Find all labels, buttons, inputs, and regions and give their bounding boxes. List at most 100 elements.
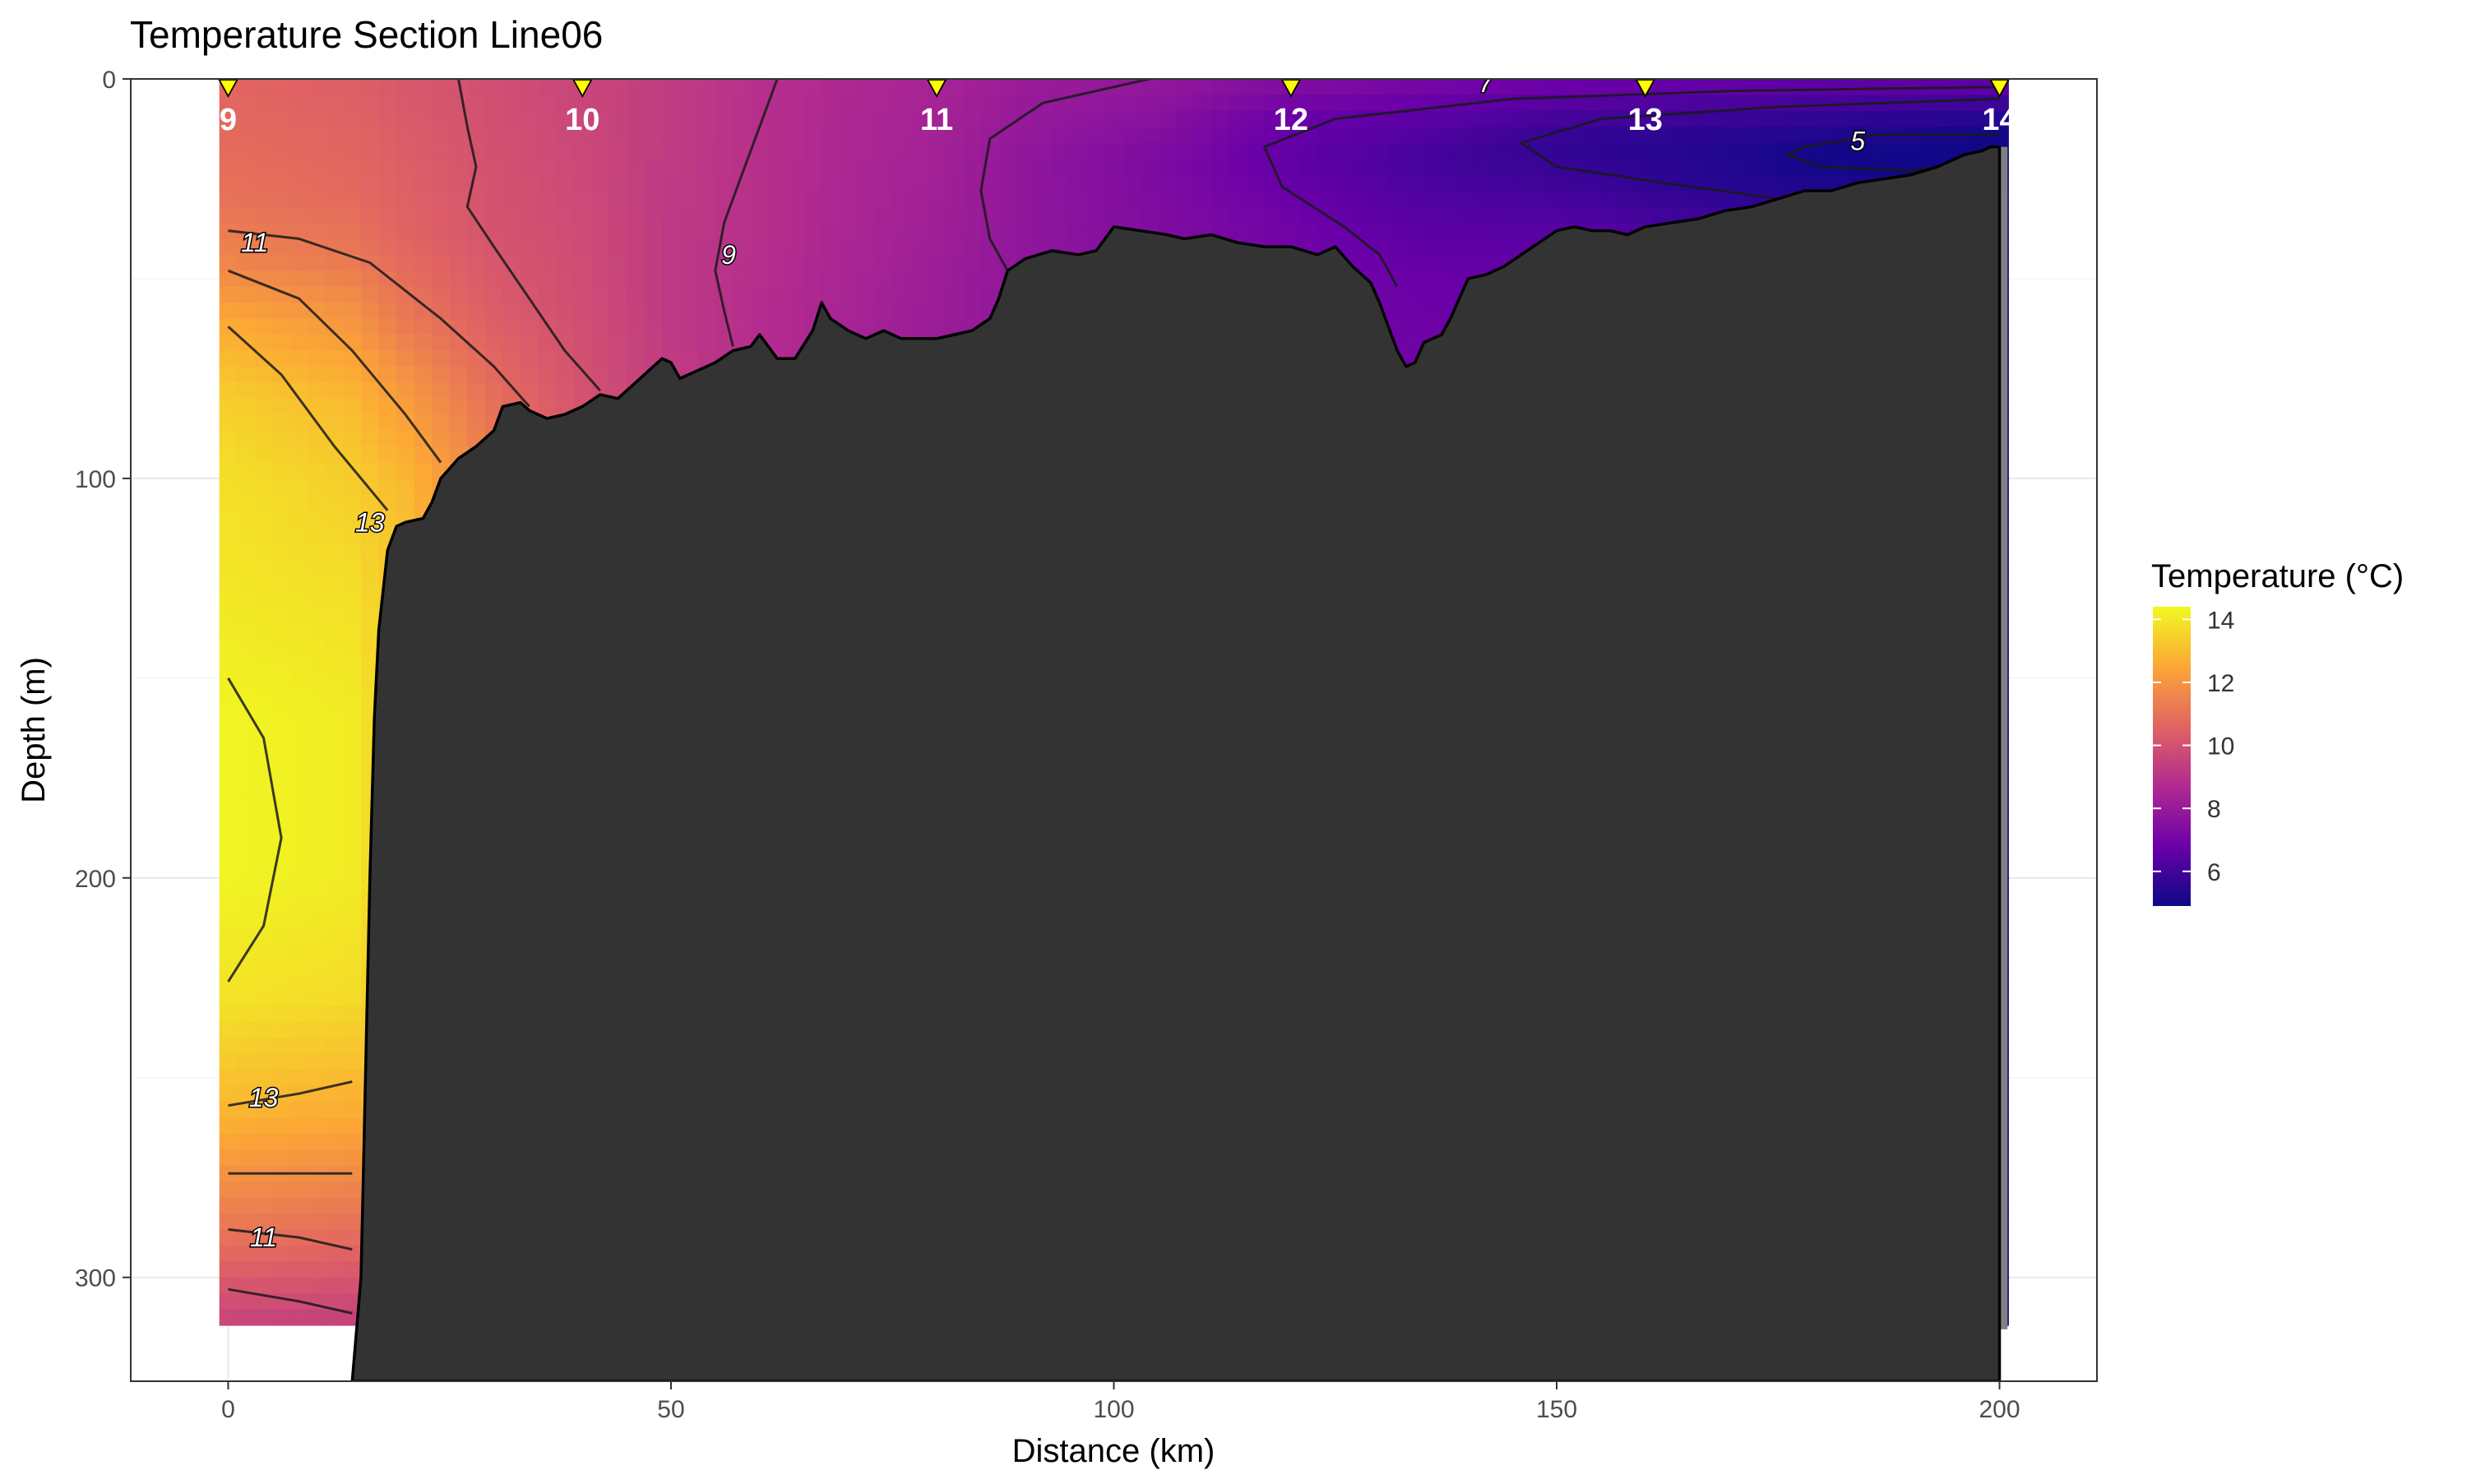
field-cell <box>627 111 645 127</box>
field-cell <box>272 191 290 207</box>
field-cell <box>645 95 663 111</box>
field-cell <box>467 382 485 399</box>
field-cell <box>715 111 734 127</box>
field-cell <box>627 350 645 367</box>
field-cell <box>840 175 858 192</box>
field-cell <box>840 143 858 159</box>
field-cell <box>326 159 344 175</box>
field-cell <box>857 303 875 319</box>
field-cell <box>414 319 433 335</box>
field-cell <box>272 79 290 95</box>
field-cell <box>1052 206 1070 223</box>
field-cell <box>220 1006 238 1022</box>
field-cell <box>308 1117 326 1134</box>
field-cell <box>627 159 645 175</box>
field-cell <box>237 1310 255 1326</box>
field-cell <box>1300 159 1318 175</box>
field-cell <box>326 687 344 703</box>
field-cell <box>272 462 290 478</box>
field-cell <box>326 702 344 719</box>
field-cell <box>272 846 290 862</box>
field-cell <box>751 270 769 287</box>
field-cell <box>326 575 344 591</box>
field-cell <box>963 127 981 143</box>
field-cell <box>255 159 273 175</box>
field-cell <box>1282 143 1300 159</box>
field-cell <box>326 223 344 239</box>
field-cell <box>308 718 326 734</box>
field-cell <box>290 1214 308 1230</box>
field-cell <box>361 575 379 591</box>
field-cell <box>502 303 521 319</box>
field-cell <box>627 206 645 223</box>
field-cell <box>609 127 627 143</box>
field-cell <box>326 399 344 415</box>
field-cell <box>1052 159 1070 175</box>
field-cell <box>237 638 255 654</box>
field-cell <box>591 367 609 383</box>
field-cell <box>1016 95 1034 111</box>
field-cell <box>343 750 361 766</box>
field-cell <box>804 159 822 175</box>
field-cell <box>1105 95 1123 111</box>
field-cell <box>556 382 574 399</box>
field-cell <box>485 159 503 175</box>
field-cell <box>237 191 255 207</box>
field-cell <box>290 973 308 990</box>
field-cell <box>237 206 255 223</box>
field-cell <box>343 414 361 431</box>
field-cell <box>308 846 326 862</box>
field-cell <box>502 319 521 335</box>
field-cell <box>361 319 379 335</box>
field-cell <box>255 335 273 351</box>
field-cell <box>237 1293 255 1310</box>
field-cell <box>308 926 326 942</box>
field-cell <box>272 718 290 734</box>
field-cell <box>326 606 344 622</box>
field-cell <box>396 478 414 495</box>
field-cell <box>326 1149 344 1166</box>
field-cell <box>1122 175 1141 192</box>
field-cell <box>220 1197 238 1214</box>
field-cell <box>290 958 308 974</box>
field-cell <box>1070 191 1088 207</box>
field-cell <box>343 814 361 830</box>
field-cell <box>1016 79 1034 95</box>
field-cell <box>220 287 238 303</box>
field-cell <box>697 319 715 335</box>
field-cell <box>272 814 290 830</box>
field-cell <box>308 175 326 192</box>
field-cell <box>220 159 238 175</box>
field-cell <box>237 543 255 559</box>
field-cell <box>255 558 273 575</box>
field-cell <box>290 910 308 927</box>
field-cell <box>662 270 680 287</box>
field-cell <box>343 910 361 927</box>
field-cell <box>857 287 875 303</box>
field-cell <box>467 270 485 287</box>
field-cell <box>645 175 663 192</box>
field-cell <box>220 1246 238 1262</box>
field-cell <box>768 303 786 319</box>
field-cell <box>521 95 539 111</box>
field-cell <box>1211 127 1229 143</box>
field-cell <box>272 1134 290 1150</box>
field-cell <box>786 79 804 95</box>
field-cell <box>290 335 308 351</box>
field-cell <box>220 206 238 223</box>
field-cell <box>343 111 361 127</box>
field-cell <box>290 894 308 910</box>
field-cell <box>396 206 414 223</box>
field-cell <box>220 1310 238 1326</box>
field-cell <box>875 238 893 255</box>
field-cell <box>343 175 361 192</box>
field-cell <box>502 127 521 143</box>
field-cell <box>290 127 308 143</box>
field-cell <box>680 303 698 319</box>
field-cell <box>255 1038 273 1054</box>
field-cell <box>1087 175 1105 192</box>
field-cell <box>343 734 361 751</box>
field-cell <box>379 335 397 351</box>
field-cell <box>892 143 910 159</box>
field-cell <box>804 270 822 287</box>
